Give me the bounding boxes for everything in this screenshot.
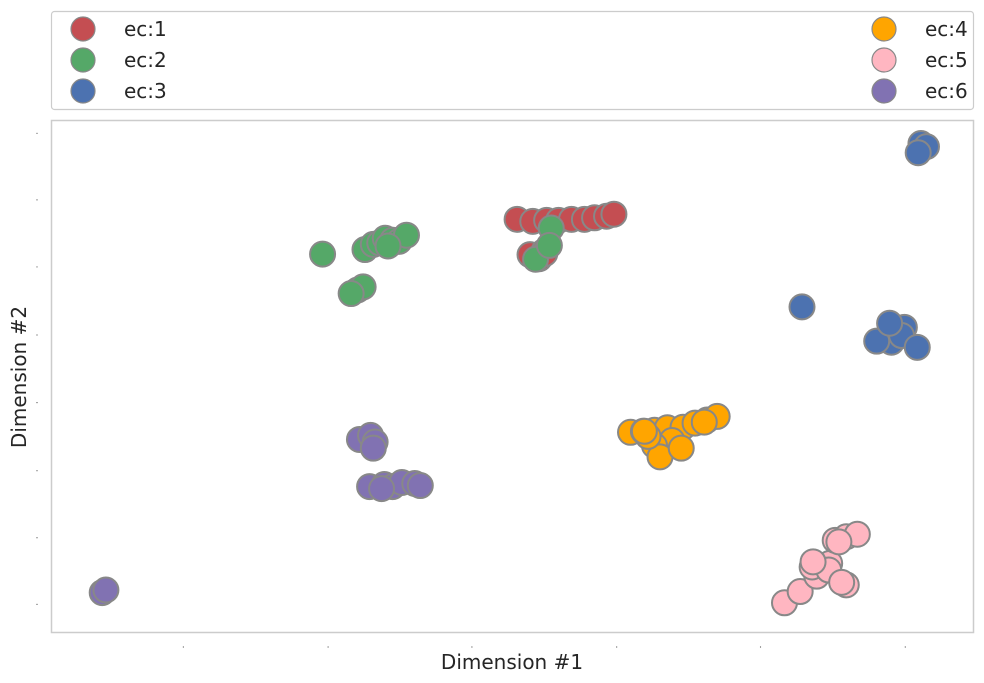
- scatter-point-ec-3: [904, 139, 932, 167]
- legend-label: ec:1: [124, 17, 167, 41]
- scatter-point-ec-3: [788, 293, 816, 321]
- y-tick-mark: [36, 266, 38, 268]
- legend-marker: [70, 16, 96, 42]
- legend-label: ec:3: [124, 79, 167, 103]
- x-tick-mark: [904, 646, 906, 648]
- scatter-point-ec-5: [825, 528, 853, 556]
- legend-frame: [50, 10, 975, 111]
- y-tick-mark: [36, 132, 38, 134]
- scatter-point-ec-2: [337, 280, 365, 308]
- y-tick-mark: [36, 470, 38, 472]
- y-axis-label: Dimension #2: [7, 306, 31, 448]
- x-tick-mark: [327, 646, 329, 648]
- scatter-point-ec-2: [374, 232, 402, 260]
- x-tick-mark: [616, 646, 618, 648]
- y-tick-mark: [36, 199, 38, 201]
- legend-marker: [70, 78, 96, 104]
- scatter-point-ec-2: [535, 231, 563, 259]
- scatter-point-ec-5: [786, 578, 814, 606]
- scatter-point-ec-1: [600, 200, 628, 228]
- x-tick-mark: [471, 646, 473, 648]
- scatter-point-ec-6: [92, 576, 120, 604]
- scatter-point-ec-4: [630, 417, 658, 445]
- legend-marker: [871, 47, 897, 73]
- x-axis-label: Dimension #1: [441, 650, 583, 674]
- legend-marker: [871, 16, 897, 42]
- plot-area-frame: [50, 119, 975, 634]
- scatter-point-ec-3: [903, 333, 931, 361]
- y-tick-mark: [36, 603, 38, 605]
- legend-label: ec:5: [925, 48, 968, 72]
- scatter-point-ec-2: [309, 240, 337, 268]
- legend-label: ec:6: [925, 79, 968, 103]
- y-tick-mark: [36, 537, 38, 539]
- scatter-point-ec-4: [667, 434, 695, 462]
- scatter-point-ec-6: [368, 475, 396, 503]
- legend-marker: [871, 78, 897, 104]
- legend-label: ec:4: [925, 17, 968, 41]
- axis-ticks: [36, 132, 906, 648]
- scatter-point-ec-4: [690, 408, 718, 436]
- scatter-points: [88, 130, 940, 617]
- scatter-point-ec-6: [406, 472, 434, 500]
- x-tick-mark: [182, 646, 184, 648]
- x-tick-mark: [759, 646, 762, 648]
- legend-label: ec:2: [124, 48, 167, 72]
- scatter-point-ec-5: [828, 568, 856, 596]
- legend: ec:1 ec:2 ec:3 ec:4 ec:5 ec:6: [50, 10, 975, 111]
- scatter-point-ec-3: [876, 309, 904, 337]
- scatter-point-ec-5: [799, 548, 827, 576]
- scatter-point-ec-6: [359, 434, 387, 462]
- legend-marker: [70, 47, 96, 73]
- y-tick-mark: [36, 402, 38, 404]
- y-tick-mark: [36, 334, 38, 336]
